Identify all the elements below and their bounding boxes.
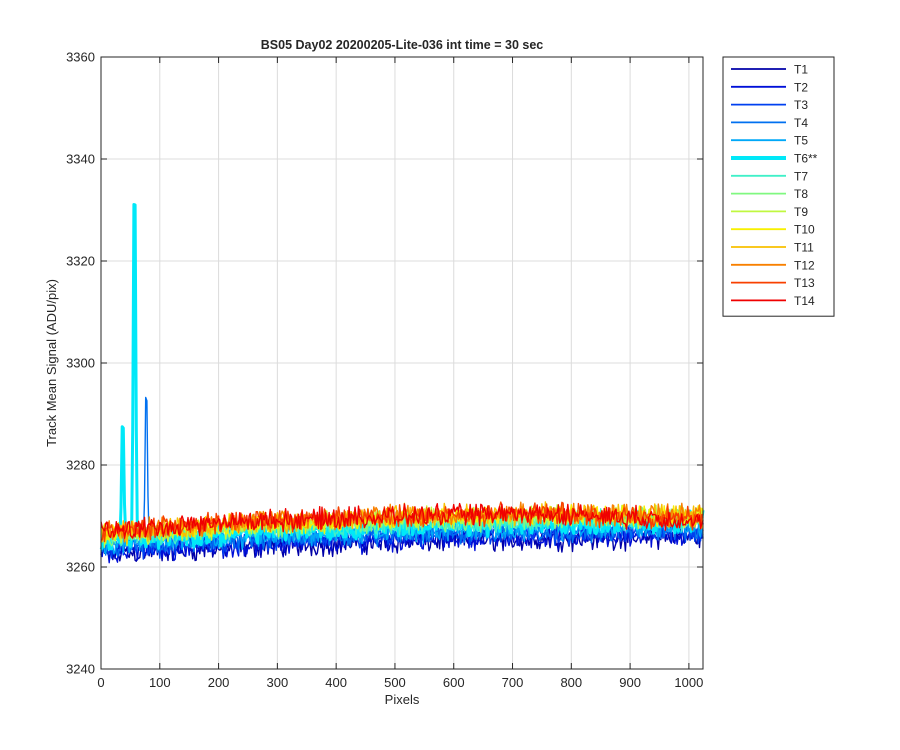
x-tick-label: 200 [208, 675, 230, 690]
legend-label: T1 [794, 63, 808, 77]
legend-label: T13 [794, 276, 815, 290]
x-tick-label: 800 [560, 675, 582, 690]
legend-box [722, 56, 835, 317]
chart-title: BS05 Day02 20200205-Lite-036 int time = … [261, 38, 544, 52]
x-tick-label: 700 [502, 675, 524, 690]
y-tick-label: 3240 [66, 662, 95, 677]
x-tick-label: 900 [619, 675, 641, 690]
legend: T1 T2 T3 T4 T5 T6** T7 T8 T9 T10 T11 T12 T13 T14 [722, 56, 835, 317]
x-tick-label: 300 [267, 675, 289, 690]
x-tick-label: 600 [443, 675, 465, 690]
x-tick-label: 1000 [674, 675, 703, 690]
legend-label: T2 [794, 80, 808, 94]
axis-ticks: 0 100 200 300 400 500 600 700 800 900 1000 3240 3260… [66, 50, 703, 691]
y-tick-label: 3360 [66, 50, 95, 65]
x-axis-label: Pixels [385, 692, 420, 707]
series-lines [99, 203, 705, 564]
x-tick-label: 400 [325, 675, 347, 690]
legend-label: T6** [794, 152, 818, 166]
y-tick-label: 3260 [66, 560, 95, 575]
legend-label: T12 [794, 258, 815, 272]
legend-label: T10 [794, 223, 815, 237]
legend-label: T9 [794, 205, 808, 219]
x-tick-label: 500 [384, 675, 406, 690]
y-axis-label: Track Mean Signal (ADU/pix) [44, 279, 59, 447]
y-tick-label: 3280 [66, 458, 95, 473]
x-tick-label: 100 [149, 675, 171, 690]
legend-label: T7 [794, 169, 808, 183]
y-tick-label: 3320 [66, 254, 95, 269]
legend-label: T3 [794, 98, 808, 112]
x-tick-label: 0 [97, 675, 104, 690]
legend-label: T8 [794, 187, 808, 201]
legend-label: T5 [794, 134, 808, 148]
legend-label: T11 [794, 241, 814, 255]
series-line-t14 [100, 502, 704, 539]
y-tick-label: 3340 [66, 152, 95, 167]
legend-label: T14 [794, 294, 815, 308]
legend-label: T4 [794, 116, 808, 130]
y-tick-label: 3300 [66, 356, 95, 371]
grid [101, 57, 703, 669]
